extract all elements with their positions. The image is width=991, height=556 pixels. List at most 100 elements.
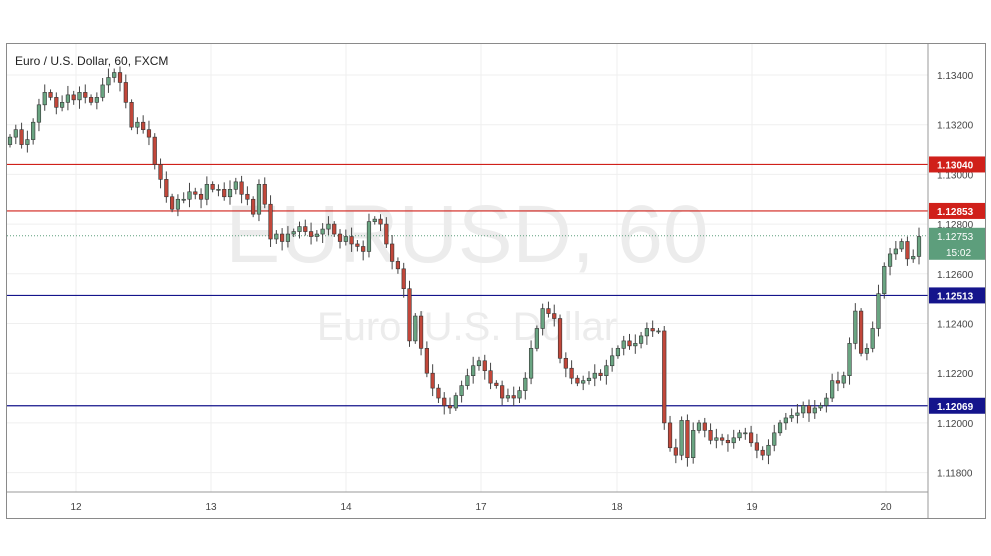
candle-body (459, 385, 464, 396)
candle-body (592, 372, 597, 379)
candle-body (436, 387, 441, 399)
candle-body (685, 420, 690, 458)
candle-body (644, 328, 649, 337)
candle-body (106, 77, 111, 86)
candle-body (158, 164, 163, 180)
candle-body (100, 84, 105, 98)
level-tag (929, 202, 985, 219)
candle-body (887, 253, 893, 267)
x-tick-label: 18 (611, 502, 623, 513)
y-tick-label: 1.13200 (937, 121, 974, 132)
candle-body (198, 193, 204, 200)
y-tick-label: 1.12200 (937, 369, 974, 380)
candle-body (146, 129, 152, 138)
candle-body (801, 405, 806, 414)
candle-body (227, 189, 233, 198)
candle-body (123, 82, 128, 103)
level-tag-label: 1.12853 (937, 207, 974, 218)
candle-body (216, 189, 221, 191)
candle-body (187, 191, 192, 200)
candle-body (94, 97, 99, 103)
candle-body (766, 444, 771, 456)
candle-body (650, 328, 655, 332)
x-tick-label: 12 (70, 502, 82, 513)
candle-body (795, 412, 800, 416)
candle-body (615, 348, 621, 357)
level-tag-label: 1.12513 (937, 291, 974, 302)
candle-body (413, 315, 418, 342)
candle-body (25, 139, 30, 145)
candle-body (696, 422, 702, 431)
watermark-symbol: EURUSD, 60 (225, 189, 708, 280)
candle-body (170, 196, 175, 210)
candle-body (540, 308, 545, 329)
x-tick-label: 13 (205, 502, 217, 513)
candle-body (528, 348, 534, 379)
candle-body (835, 380, 841, 384)
candle-body (54, 97, 59, 108)
price-axis[interactable]: 1.13400 1.13200 1.13000 1.12800 1.12600 1.124… (937, 71, 974, 480)
candle-body (610, 355, 615, 367)
watermark: EURUSD, 60 Euro /U.S. Dollar (225, 189, 708, 349)
price-tags: 1.13040 1.12853 1.12513 1.12069 1.12753 15:02 (929, 156, 985, 414)
level-tag-label: 1.12069 (937, 402, 974, 413)
candle-body (777, 422, 783, 434)
candle-body (546, 308, 551, 314)
x-tick-label: 20 (880, 502, 892, 513)
candle-body (725, 439, 731, 444)
time-axis[interactable]: 12 13 14 17 18 19 20 (70, 502, 892, 513)
candle-body (274, 233, 279, 240)
candle-body (598, 372, 603, 376)
candle-body (876, 293, 881, 329)
candle-body (262, 184, 267, 205)
candle-body (563, 357, 568, 369)
candle-body (401, 268, 406, 290)
candle-body (853, 310, 858, 344)
level-tag (929, 397, 985, 414)
candle-body (621, 340, 626, 349)
candle-body (812, 407, 817, 414)
candle-body (864, 348, 869, 354)
candle-body (702, 422, 707, 431)
candle-body (337, 233, 343, 242)
level-tag (929, 287, 985, 304)
candle-body (164, 179, 169, 198)
candle-body (19, 129, 24, 145)
candle-body (847, 343, 852, 376)
candle-body (517, 390, 522, 399)
candle-body (575, 377, 580, 384)
x-tick-label: 19 (746, 502, 758, 513)
candle-body (418, 315, 424, 349)
candle-body (152, 136, 157, 165)
candle-body (48, 92, 53, 98)
candle-body (233, 181, 238, 190)
candle-body (7, 136, 13, 145)
candle-body (349, 236, 354, 245)
candle-body (760, 449, 765, 456)
candle-body (366, 221, 372, 252)
chart-title: Euro / U.S. Dollar, 60, FXCM (15, 54, 168, 68)
candle-body (905, 241, 910, 260)
candle-body (627, 340, 632, 347)
candle-body (280, 233, 285, 242)
candle-body (297, 226, 302, 232)
candle-body (824, 397, 829, 406)
candle-body (667, 422, 673, 449)
candle-body (31, 121, 36, 140)
candle-body (378, 218, 383, 225)
candle-body (291, 231, 296, 235)
candle-body (818, 405, 823, 409)
candle-body (691, 430, 696, 458)
y-tick-label: 1.13400 (937, 71, 974, 82)
candle-body (343, 236, 348, 242)
candle-body (772, 432, 777, 446)
candle-body (65, 94, 70, 103)
candle-body (754, 442, 759, 451)
candle-body (471, 365, 476, 376)
y-tick-label: 1.12800 (937, 220, 974, 231)
candle-body (569, 367, 574, 379)
candle-body (552, 313, 557, 319)
y-tick-label: 1.12600 (937, 270, 974, 281)
candle-body (222, 189, 227, 198)
